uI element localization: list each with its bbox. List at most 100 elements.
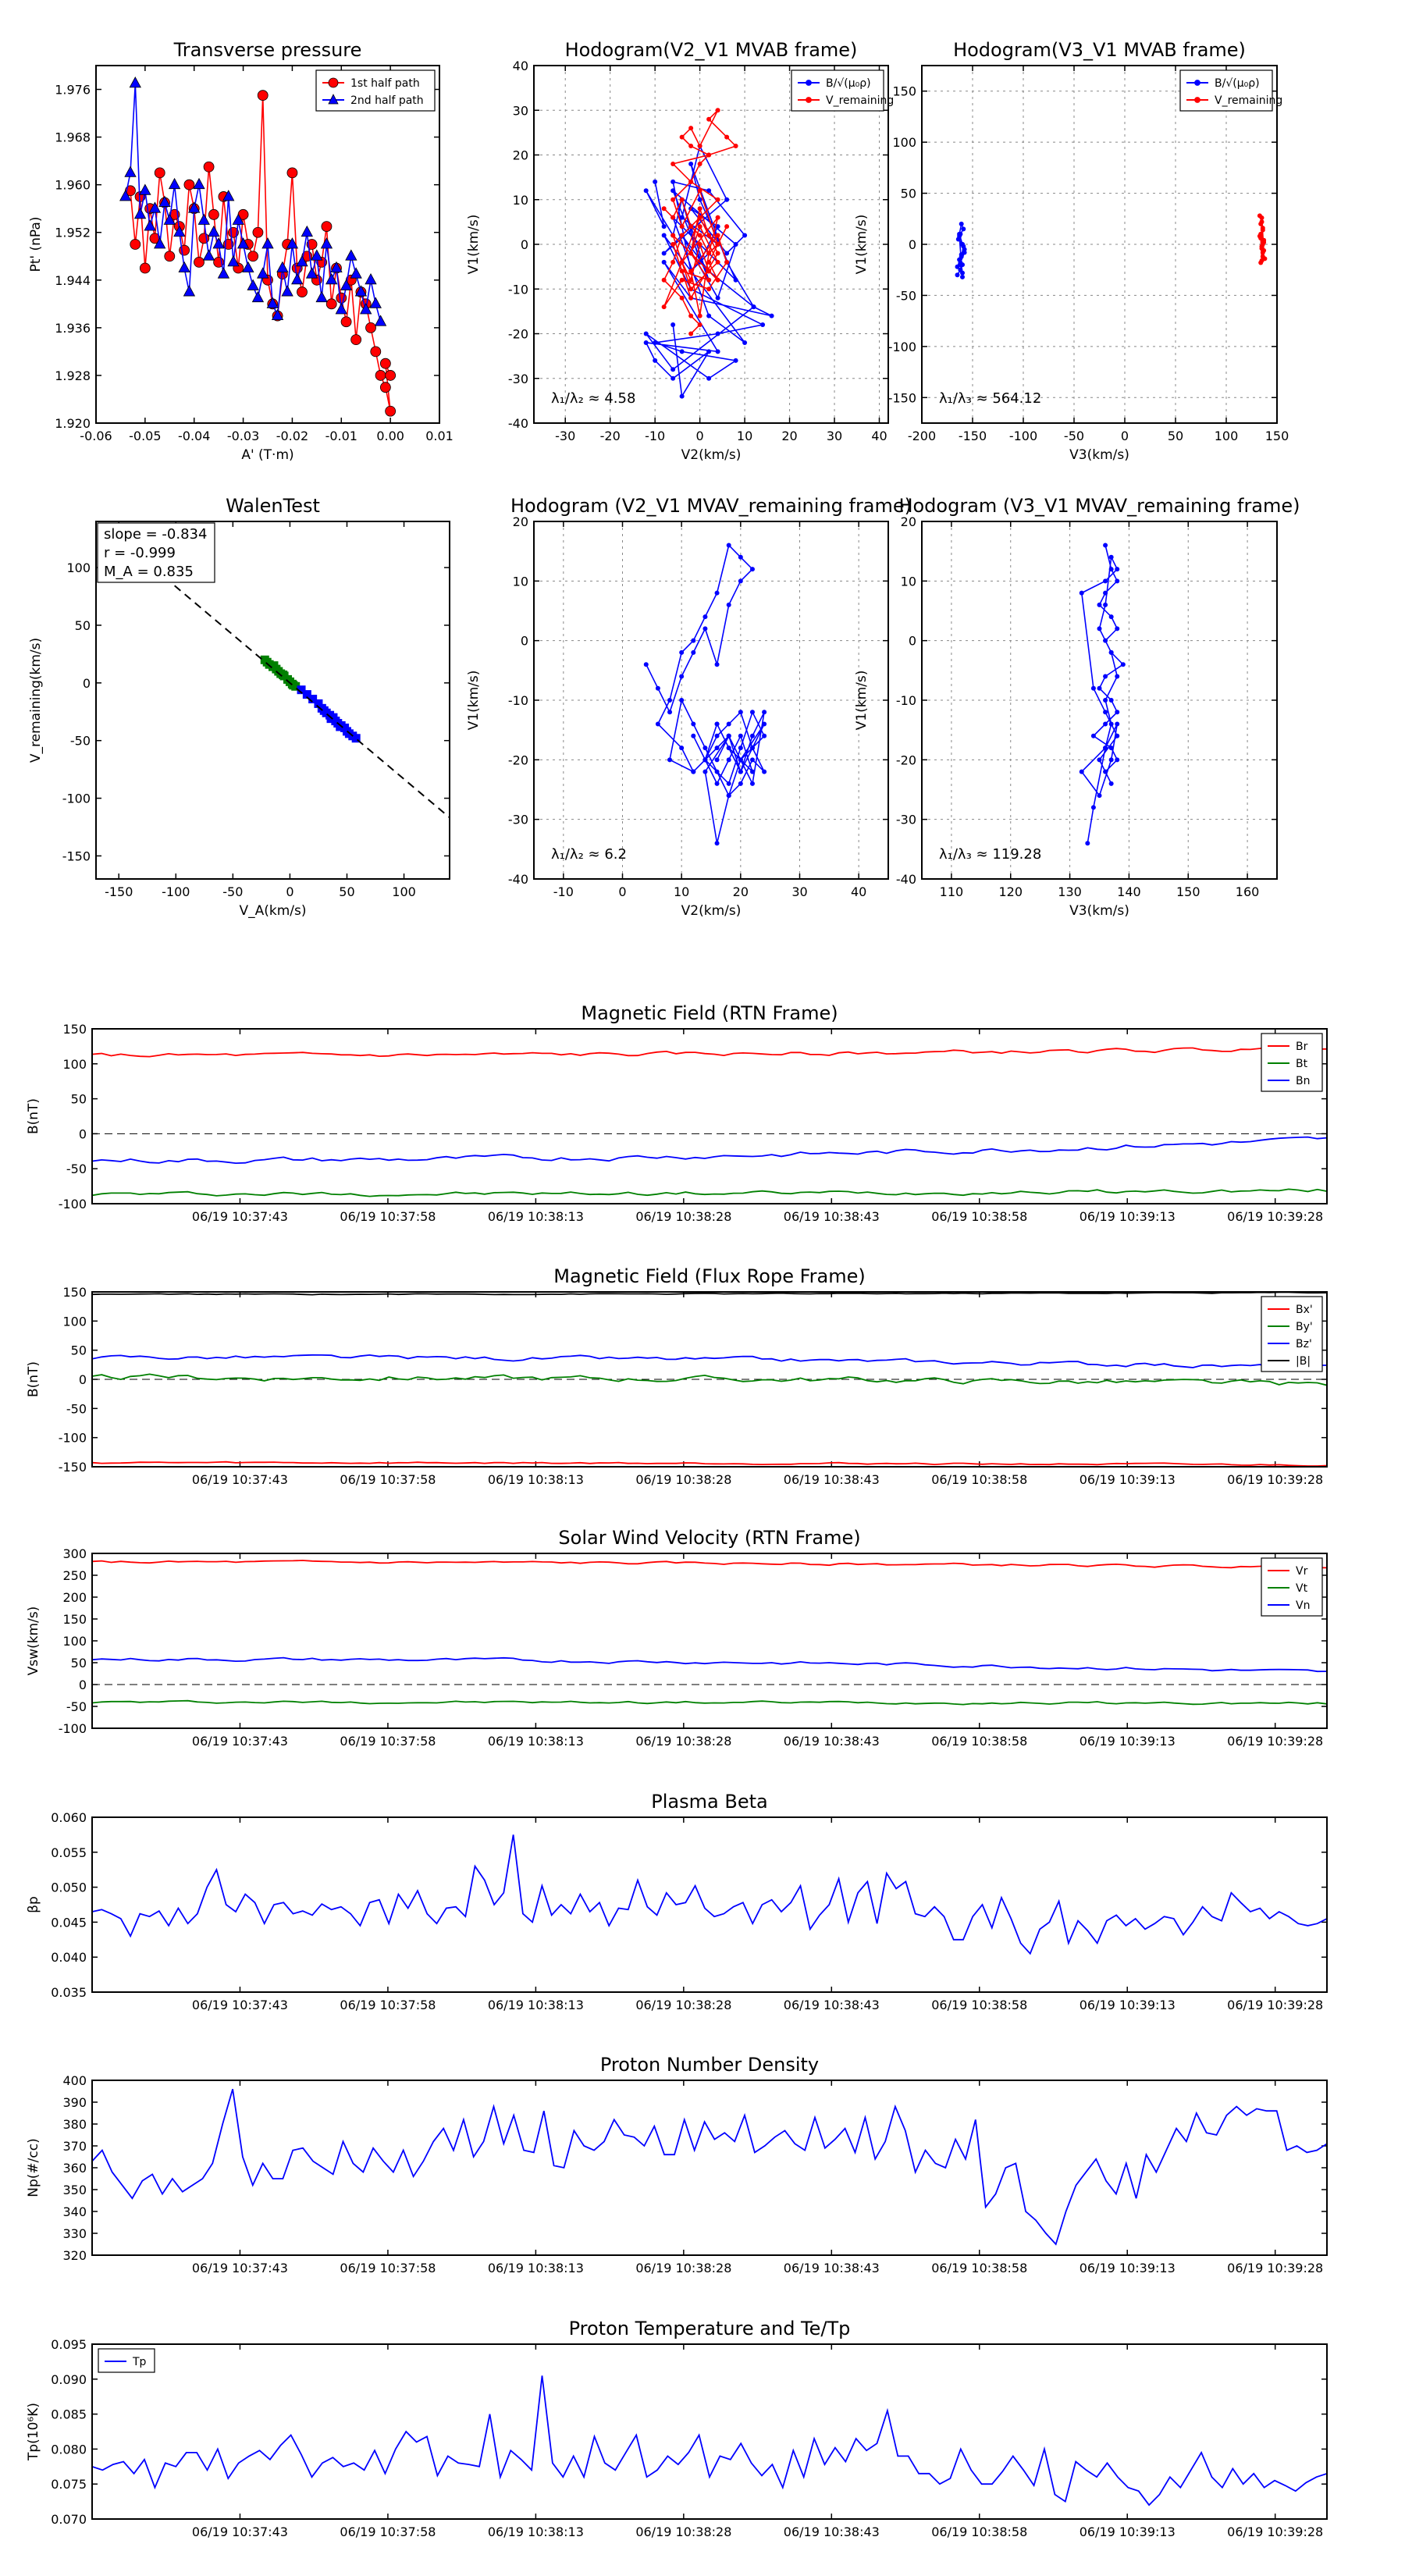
y-tick-label: 0.040 bbox=[51, 1950, 87, 1965]
y-tick-label: 30 bbox=[513, 103, 528, 118]
x-axis-label: V2(km/s) bbox=[681, 447, 742, 463]
x-tick-label: 130 bbox=[1058, 884, 1082, 899]
x-tick-label: 06/19 10:38:43 bbox=[784, 1998, 880, 2012]
data-point bbox=[688, 295, 694, 301]
x-tick-label: 06/19 10:39:28 bbox=[1227, 2261, 1323, 2275]
legend-label: Vr bbox=[1296, 1565, 1308, 1578]
y-tick-label: 20 bbox=[513, 514, 528, 529]
x-tick-label: 30 bbox=[791, 884, 807, 899]
data-point bbox=[252, 226, 264, 238]
data-point bbox=[385, 405, 397, 417]
data-point bbox=[351, 734, 361, 743]
data-point bbox=[208, 208, 219, 220]
data-point bbox=[1097, 602, 1102, 607]
data-point bbox=[301, 225, 313, 237]
data-point bbox=[714, 841, 720, 846]
x-tick-label: 06/19 10:37:58 bbox=[340, 1998, 436, 2012]
data-point bbox=[1103, 710, 1108, 715]
plot-area bbox=[119, 76, 397, 417]
data-point bbox=[688, 331, 694, 336]
plot-frame bbox=[91, 2080, 1328, 2256]
plot-frame bbox=[91, 1028, 1328, 1204]
data-point bbox=[679, 197, 685, 202]
y-tick-label: -100 bbox=[59, 1197, 87, 1212]
y-tick-label: -40 bbox=[896, 872, 916, 887]
data-point bbox=[697, 233, 702, 238]
x-tick-label: 06/19 10:38:28 bbox=[635, 1734, 731, 1749]
plot-frame bbox=[533, 65, 889, 424]
data-point bbox=[742, 233, 748, 238]
data-point bbox=[297, 286, 308, 297]
data-point bbox=[733, 144, 738, 149]
x-tick-label: 0.00 bbox=[376, 429, 404, 443]
data-point bbox=[1115, 733, 1120, 738]
data-point bbox=[379, 358, 391, 369]
data-point bbox=[749, 745, 755, 751]
y-tick-label: 250 bbox=[62, 1568, 87, 1583]
data-point bbox=[643, 662, 649, 667]
data-point bbox=[163, 213, 176, 225]
y-tick-label: 1.920 bbox=[55, 416, 91, 431]
data-point bbox=[679, 259, 685, 265]
data-point bbox=[1085, 841, 1090, 846]
data-point bbox=[726, 757, 731, 763]
x-tick-label: 06/19 10:37:43 bbox=[192, 1209, 288, 1224]
data-point bbox=[714, 590, 720, 596]
data-point bbox=[706, 116, 712, 122]
data-point bbox=[958, 262, 963, 268]
data-point bbox=[691, 649, 696, 655]
data-point bbox=[1097, 685, 1102, 691]
legend-label: Bx' bbox=[1296, 1304, 1313, 1316]
data-point bbox=[173, 225, 186, 237]
data-point bbox=[661, 251, 667, 256]
data-point bbox=[697, 188, 702, 194]
data-point bbox=[715, 331, 720, 336]
data-point bbox=[706, 251, 712, 256]
x-tick-label: 06/19 10:39:13 bbox=[1080, 1209, 1176, 1224]
x-tick-label: 06/19 10:39:13 bbox=[1080, 2261, 1176, 2275]
data-point bbox=[714, 745, 720, 751]
plot-area bbox=[92, 1834, 1327, 1955]
chart-walen_test: WalenTest -150 -100 -50 0 50 100 -150 -100 -50 0 50… bbox=[28, 495, 450, 919]
x-tick-label: 50 bbox=[1168, 429, 1183, 443]
data-point bbox=[962, 250, 967, 255]
y-tick-label: 360 bbox=[62, 2161, 87, 2176]
plot-area bbox=[92, 2088, 1327, 2246]
y-tick-label: 100 bbox=[892, 135, 916, 150]
data-point bbox=[715, 295, 720, 301]
series-line-Bz' bbox=[92, 1354, 1327, 1368]
x-tick-label: -0.05 bbox=[129, 429, 161, 443]
data-point bbox=[724, 259, 730, 265]
x-tick-label: 06/19 10:38:43 bbox=[784, 1209, 880, 1224]
y-tick-label: 50 bbox=[901, 187, 916, 201]
plot-frame bbox=[921, 65, 1278, 424]
data-point bbox=[1108, 554, 1114, 560]
x-tick-label: 06/19 10:38:58 bbox=[931, 1998, 1027, 2012]
x-tick-label: 06/19 10:38:58 bbox=[931, 1734, 1027, 1749]
data-point bbox=[232, 213, 244, 225]
data-point bbox=[702, 769, 708, 774]
data-point bbox=[370, 346, 382, 358]
data-point bbox=[1103, 674, 1108, 679]
legend-marker bbox=[1194, 80, 1200, 86]
plot-area bbox=[1079, 543, 1126, 846]
x-tick-label: 06/19 10:39:28 bbox=[1227, 2524, 1323, 2539]
data-point bbox=[715, 197, 720, 202]
y-axis-label: B(nT) bbox=[26, 1361, 41, 1397]
series-line-Vn bbox=[92, 1656, 1327, 1673]
data-point bbox=[1258, 236, 1264, 241]
data-point bbox=[670, 233, 676, 238]
x-tick-label: 06/19 10:38:28 bbox=[635, 1998, 731, 2012]
data-point bbox=[738, 769, 743, 774]
plot-frame bbox=[921, 521, 1278, 880]
y-tick-label: 100 bbox=[62, 1314, 87, 1329]
data-point bbox=[726, 733, 731, 738]
series-line-Vr bbox=[92, 1560, 1327, 1570]
data-point bbox=[296, 255, 308, 267]
x-tick-label: 100 bbox=[392, 884, 416, 899]
x-tick-label: 150 bbox=[1265, 429, 1289, 443]
x-tick-label: 06/19 10:37:58 bbox=[340, 2261, 436, 2275]
data-point bbox=[1103, 638, 1108, 643]
x-tick-label: -0.06 bbox=[80, 429, 112, 443]
data-point bbox=[706, 375, 712, 381]
